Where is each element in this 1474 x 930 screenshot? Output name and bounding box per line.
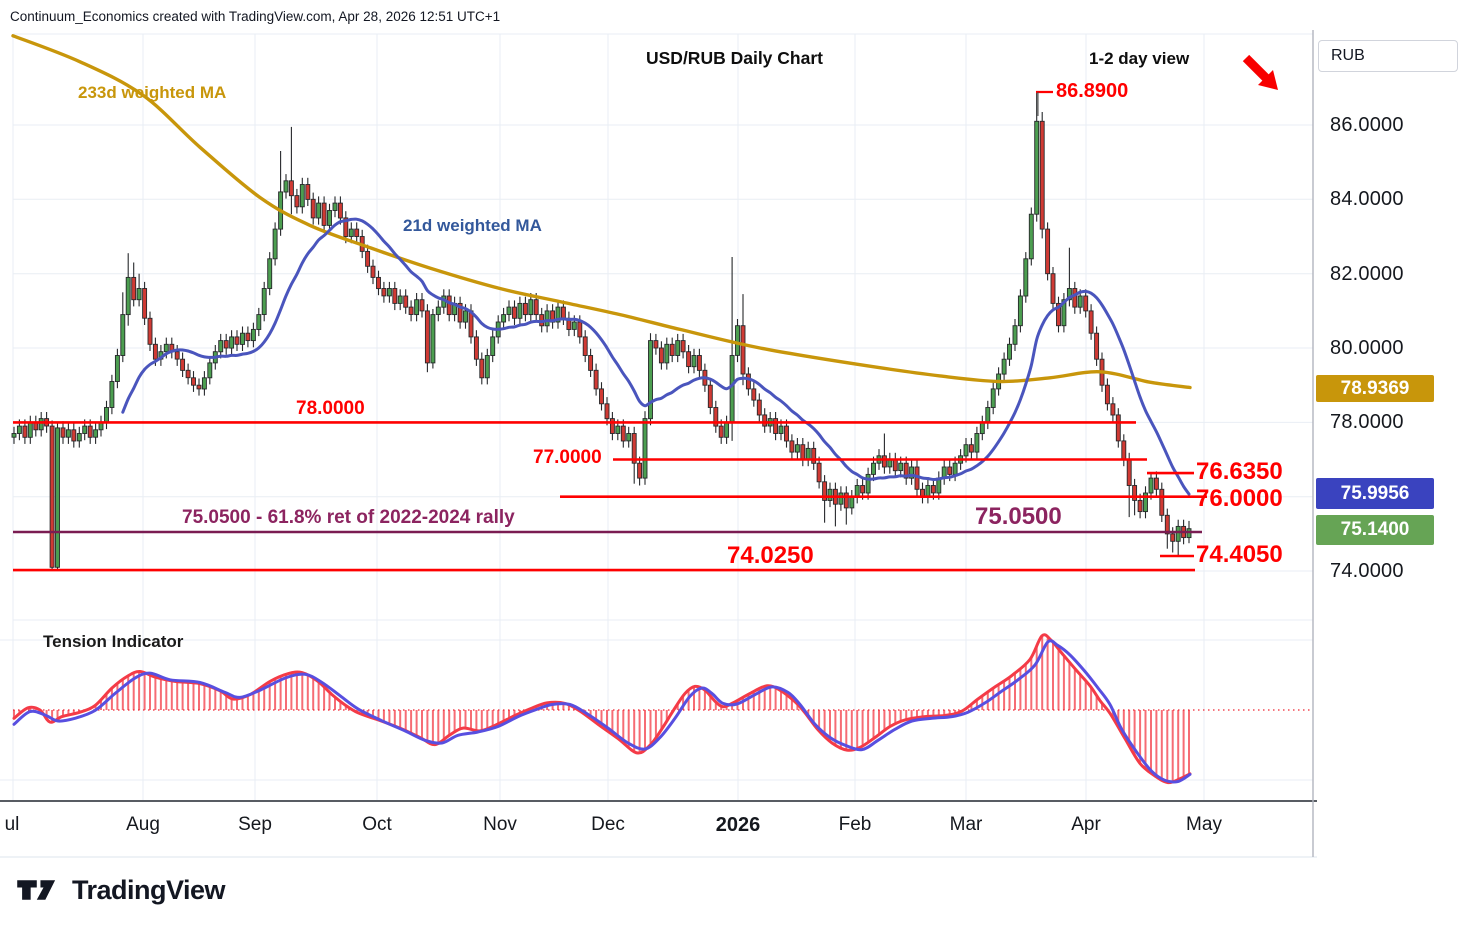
tradingview-logo-icon (17, 880, 56, 900)
level-77-label: 77.0000 (533, 447, 602, 468)
time-axis-label: Mar (949, 814, 983, 835)
last-price-badge: 75.1400 (1316, 515, 1434, 545)
retracement-label: 75.0500 - 61.8% ret of 2022-2024 rally (182, 507, 515, 528)
price-axis-label: 74.0000 (1330, 560, 1404, 582)
level-76000-label: 76.0000 (1196, 485, 1283, 512)
tension-title: Tension Indicator (43, 632, 184, 651)
price-axis-label: 86.0000 (1330, 114, 1404, 136)
time-axis-label: Sep (238, 814, 272, 835)
time-axis-label: 2026 (715, 814, 761, 836)
chart-title: USD/RUB Daily Chart (646, 48, 823, 68)
price-axis-label: 84.0000 (1330, 188, 1404, 210)
level-76635-label: 76.6350 (1196, 458, 1283, 485)
currency-label: RUB (1331, 47, 1365, 64)
ma21-value-badge: 75.9956 (1316, 478, 1434, 509)
ma233-label: 233d weighted MA (78, 83, 227, 102)
currency-axis-box[interactable]: RUB (1318, 40, 1458, 72)
tradingview-logo[interactable]: TradingView (16, 874, 226, 906)
time-axis-label: Apr (1071, 814, 1101, 835)
ma21-label: 21d weighted MA (403, 216, 542, 235)
price-axis-label: 80.0000 (1330, 337, 1404, 359)
view-horizon-label: 1-2 day view (1089, 49, 1190, 68)
price-axis-label: 78.0000 (1330, 411, 1404, 433)
ma233-value-badge: 78.9369 (1316, 375, 1434, 402)
time-axis-label: Aug (126, 814, 160, 835)
time-axis-label: Feb (838, 814, 872, 835)
level-78-label: 78.0000 (296, 398, 365, 419)
level-75050-label: 75.0500 (975, 503, 1062, 530)
time-axis-label: Nov (483, 814, 517, 835)
tradingview-logo-text: TradingView (72, 874, 226, 905)
time-axis-label: May (1186, 814, 1222, 835)
time-axis-label: ul (4, 814, 20, 835)
level-74025-label: 74.0250 (727, 542, 814, 569)
price-axis-label: 82.0000 (1330, 263, 1404, 285)
attribution-text: Continuum_Economics created with Trading… (10, 9, 501, 24)
time-axis-label: Oct (362, 814, 392, 835)
time-axis-label: Dec (591, 814, 625, 835)
peak-price-label: 86.8900 (1056, 80, 1129, 102)
level-74405-label: 74.4050 (1196, 541, 1283, 568)
